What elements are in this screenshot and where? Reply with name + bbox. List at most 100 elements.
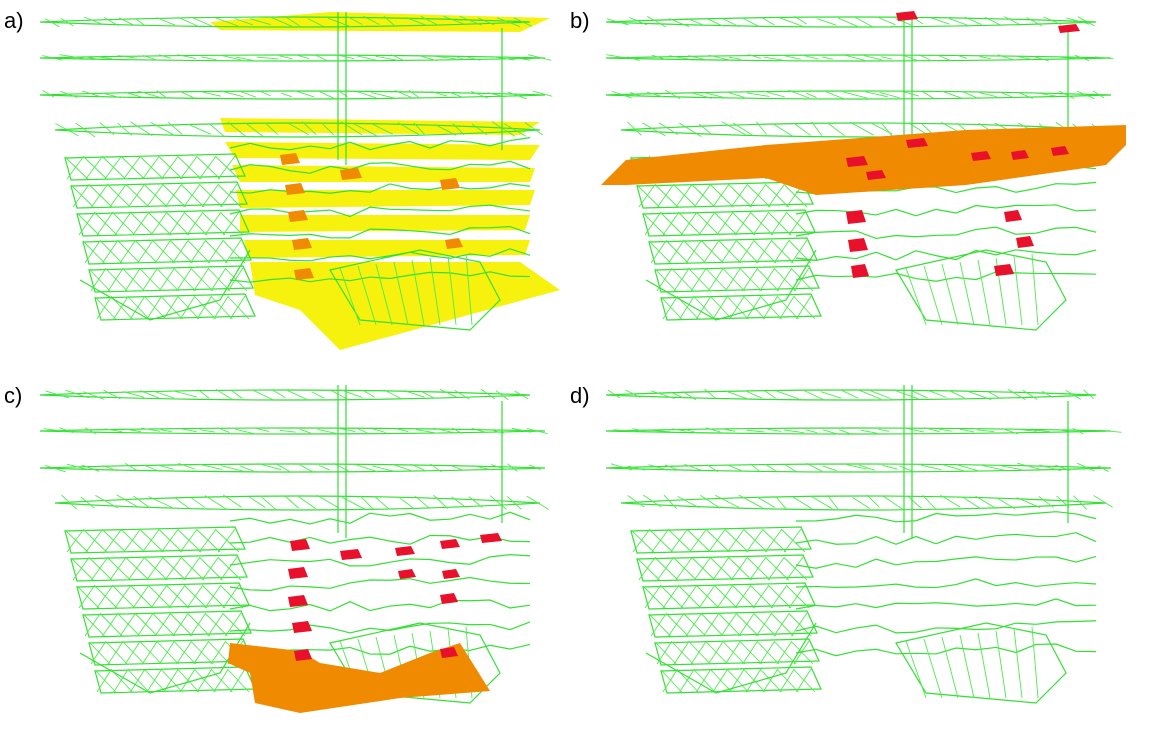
drift-segment [1098,429,1122,433]
mesh-edge [96,295,113,320]
mesh-edge [923,638,943,699]
mesh-block [64,526,246,554]
mesh-edge [70,184,94,208]
panel-label-d: d) [570,383,590,408]
mesh-edge [112,212,136,236]
mesh-edge [905,267,927,326]
drift-segment [257,463,282,471]
drift-segment [1026,17,1043,27]
drift-segment [129,121,153,137]
drift-segment [83,16,103,25]
mesh-edge [660,212,684,236]
mesh-edge [762,295,779,320]
drift-segment [738,494,763,509]
mesh-edge [786,212,810,236]
mesh-edge [66,528,85,553]
mesh-edge [222,211,240,236]
drift-segment [471,427,488,434]
drift-segment [75,122,96,138]
drift-segment [1019,92,1033,99]
mesh-edge [680,584,698,609]
mesh-edge [742,267,759,292]
mesh-edge [727,528,745,553]
mesh-edge [121,156,145,180]
drift-segment [979,56,991,60]
drift-segment [83,391,105,400]
mesh-edge [795,668,812,693]
drift-segment [355,464,379,473]
drift-segment [470,90,489,99]
wireframe-group [39,385,549,704]
drift-segment [837,17,859,27]
mesh-block [94,293,256,321]
drift-segment [383,389,402,399]
drift-line [229,137,531,151]
drift-segment [397,496,415,510]
mesh-edge [673,640,690,665]
mesh-edge [146,556,164,581]
mesh-edge [88,641,111,665]
drift-segment [264,122,279,135]
mesh-edge [788,584,806,609]
mesh-edge [183,183,201,208]
mesh-edge [786,556,804,581]
mesh-edge [977,259,991,326]
mesh-edge [710,557,734,581]
mesh-edge [657,183,675,208]
drift-line [229,204,531,218]
mesh-edge [393,261,409,326]
drift-segment [705,92,726,99]
mesh-edge [102,156,126,180]
mesh-block [82,610,252,638]
mesh-edge [742,640,759,665]
level-outline [39,427,546,435]
drift-segment [280,92,292,98]
stope-red [442,569,460,579]
mesh-edge [701,240,724,264]
drift-segment [104,428,123,433]
mesh-edge [85,528,104,553]
mesh-edge [791,268,814,292]
mesh-edge [752,211,770,236]
mesh-edge [688,268,711,292]
drift-segment [773,123,794,138]
mesh-edge [142,528,160,553]
mesh-edge [178,156,202,180]
mesh-edge [119,239,137,264]
drift-segment [408,89,420,99]
drift-segment [1033,429,1050,433]
drift-segment [792,496,813,510]
mesh-edge [159,156,183,180]
mesh-edge [745,668,762,693]
mesh-edge [680,211,698,236]
mesh-edge [744,296,766,320]
drift-segment [80,496,95,509]
drift-segment [452,123,465,136]
mesh-edge [465,253,473,326]
drift-segment [806,462,823,472]
mesh-edge [205,240,228,264]
mesh-edge [184,585,208,609]
mesh-edge [223,613,246,637]
drift-segment [822,465,837,472]
drift-segment [982,465,1006,471]
mesh-edge [941,263,959,326]
drift-segment [317,90,335,99]
mesh-edge [225,268,248,292]
mesh-edge [201,556,219,581]
mesh-edge [718,613,742,637]
level-outline [605,389,1097,401]
mesh-edge [64,156,89,180]
mesh-edge [754,240,777,264]
stope-red [440,593,458,604]
mesh-edge [689,528,707,553]
mesh-edge [730,556,749,581]
mesh-edge [638,556,656,581]
drift-segment [907,495,922,509]
mesh-edge [166,585,190,609]
drift-segment [60,90,78,98]
drift-segment [626,56,640,61]
drift-segment [1066,17,1090,25]
drift-segment [311,391,325,399]
drift-segment [1077,16,1095,27]
